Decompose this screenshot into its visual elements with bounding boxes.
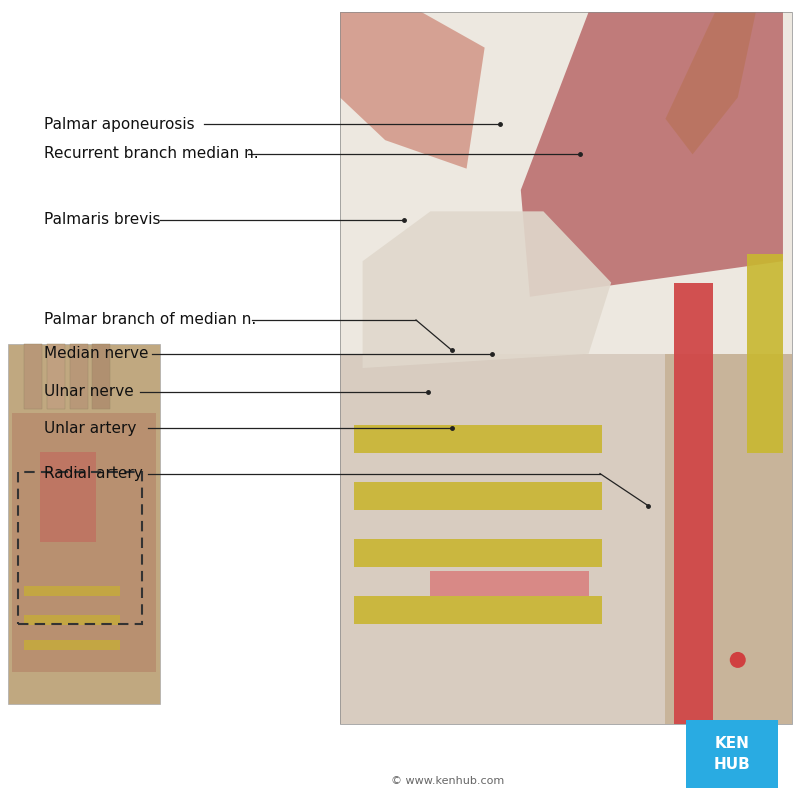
Text: Recurrent branch median n.: Recurrent branch median n. [44,146,258,161]
Text: Palmar aponeurosis: Palmar aponeurosis [44,117,194,131]
Bar [354,539,602,567]
Polygon shape [340,12,485,169]
Bar [24,615,120,625]
Bar [24,344,42,409]
Polygon shape [666,12,756,154]
Bar [674,282,713,724]
Bar [747,254,783,454]
Bar [354,596,602,624]
Bar [354,482,602,510]
Bar [18,472,142,624]
Polygon shape [362,211,611,368]
Bar [92,344,110,409]
Bar [40,452,96,542]
Bar [340,12,792,354]
Bar [430,571,589,596]
Bar [340,12,792,724]
Text: Ulnar nerve: Ulnar nerve [44,385,134,399]
Text: © www.kenhub.com: © www.kenhub.com [391,776,505,786]
Bar [340,354,666,724]
Text: Unlar artery: Unlar artery [44,421,136,435]
Bar [24,640,120,650]
Bar [354,425,602,454]
Text: KEN
HUB: KEN HUB [714,736,750,772]
Polygon shape [521,12,783,297]
Text: Palmaris brevis: Palmaris brevis [44,213,161,227]
Text: Radial artery: Radial artery [44,466,142,481]
Bar [686,720,778,788]
Bar [12,413,156,672]
Text: Median nerve: Median nerve [44,346,149,361]
Circle shape [730,652,746,668]
Text: Palmar branch of median n.: Palmar branch of median n. [44,313,256,327]
Bar [70,344,88,409]
Bar [24,586,120,596]
Bar [47,344,65,409]
Bar [340,12,792,724]
Bar [8,344,160,704]
